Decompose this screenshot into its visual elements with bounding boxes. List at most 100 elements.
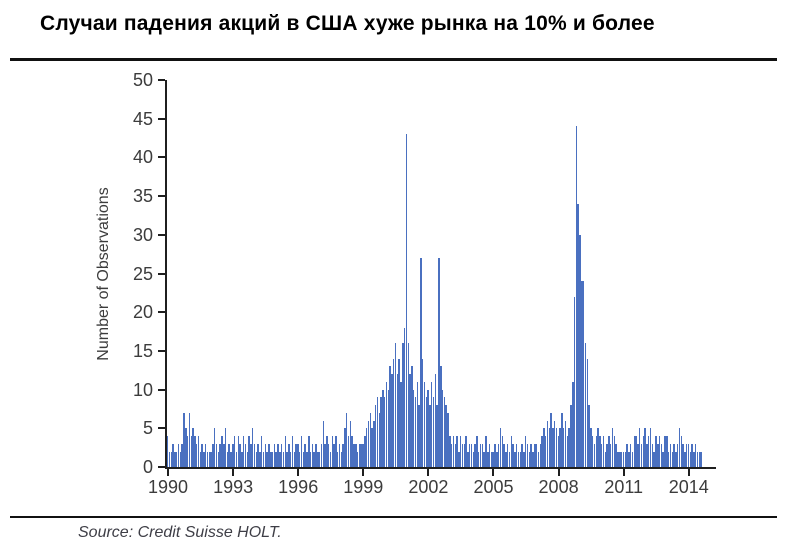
bar bbox=[582, 281, 585, 467]
bar bbox=[210, 451, 212, 467]
x-axis-tick-label: 1999 bbox=[343, 477, 384, 497]
bar bbox=[288, 443, 290, 467]
bar bbox=[680, 436, 682, 467]
bar bbox=[445, 405, 447, 467]
bar bbox=[248, 436, 250, 467]
bar bbox=[279, 451, 281, 467]
bar bbox=[217, 451, 220, 467]
bar bbox=[655, 436, 657, 467]
bar bbox=[487, 451, 489, 467]
x-axis-tick bbox=[687, 469, 690, 476]
y-axis-tick-label: 35 bbox=[132, 186, 153, 207]
bar bbox=[626, 443, 628, 467]
bar bbox=[177, 443, 180, 467]
bar bbox=[204, 443, 207, 467]
bar bbox=[289, 451, 292, 467]
bar bbox=[483, 451, 485, 467]
bar bbox=[494, 443, 496, 467]
bar bbox=[653, 451, 655, 467]
bar bbox=[472, 451, 475, 467]
bar bbox=[270, 451, 272, 467]
bar bbox=[257, 443, 259, 467]
bar bbox=[223, 443, 225, 467]
bar bbox=[664, 436, 666, 467]
x-axis-tick-label: 2005 bbox=[473, 477, 514, 497]
bar bbox=[338, 443, 341, 467]
bar bbox=[514, 451, 516, 467]
bar bbox=[394, 343, 397, 467]
bar bbox=[203, 451, 205, 467]
bar bbox=[456, 436, 458, 467]
bar bbox=[700, 451, 702, 467]
bar bbox=[671, 451, 673, 467]
bar bbox=[657, 443, 659, 467]
bar bbox=[246, 451, 249, 467]
bar bbox=[624, 451, 626, 467]
bar bbox=[575, 126, 578, 467]
bar bbox=[331, 436, 333, 467]
bar bbox=[588, 405, 590, 467]
bar bbox=[651, 443, 654, 467]
y-axis-tick-label: 50 bbox=[132, 70, 153, 90]
bar bbox=[695, 443, 697, 467]
bar bbox=[675, 451, 677, 467]
y-axis-tick bbox=[158, 117, 165, 120]
bar bbox=[470, 443, 473, 467]
bar bbox=[195, 443, 198, 467]
bar bbox=[371, 428, 373, 467]
bar bbox=[468, 443, 471, 467]
bar bbox=[573, 296, 576, 467]
bar bbox=[333, 443, 335, 467]
y-axis-tick-label: 45 bbox=[132, 108, 153, 129]
bar bbox=[530, 443, 532, 467]
bar bbox=[215, 443, 218, 467]
bar bbox=[308, 436, 310, 467]
bar bbox=[241, 451, 243, 467]
bar bbox=[356, 451, 359, 467]
bar bbox=[179, 451, 182, 467]
bar bbox=[590, 428, 592, 467]
bar bbox=[510, 436, 513, 467]
bar bbox=[431, 381, 433, 467]
bar bbox=[458, 451, 460, 467]
x-axis-tick bbox=[232, 469, 235, 476]
bar bbox=[535, 443, 538, 467]
bar bbox=[355, 443, 357, 467]
y-axis-tick-label: 5 bbox=[142, 418, 153, 439]
y-axis-tick bbox=[158, 388, 165, 391]
bar bbox=[271, 451, 274, 467]
bar bbox=[235, 451, 238, 467]
x-axis-tick bbox=[297, 469, 300, 476]
bar bbox=[387, 389, 390, 467]
bar bbox=[546, 420, 549, 467]
bar bbox=[517, 451, 520, 467]
bar bbox=[611, 428, 614, 467]
bar bbox=[465, 436, 467, 467]
x-axis-tick-label: 1990 bbox=[147, 477, 189, 497]
bar bbox=[523, 451, 525, 467]
bar bbox=[414, 397, 417, 467]
bar bbox=[512, 443, 514, 467]
bar bbox=[275, 451, 277, 467]
bar bbox=[364, 436, 366, 467]
bar bbox=[497, 443, 500, 467]
bar bbox=[255, 451, 258, 467]
bar bbox=[380, 397, 382, 467]
bar bbox=[615, 443, 617, 467]
bar bbox=[622, 451, 625, 467]
bar bbox=[336, 451, 339, 467]
y-axis-tick-label: 0 bbox=[142, 457, 153, 477]
bar bbox=[550, 412, 552, 467]
bar bbox=[698, 451, 701, 467]
bar bbox=[662, 451, 664, 467]
bar bbox=[644, 428, 646, 467]
bar bbox=[432, 397, 435, 467]
bar bbox=[696, 451, 699, 467]
bar bbox=[190, 436, 192, 467]
bar bbox=[499, 428, 502, 467]
bar bbox=[685, 443, 688, 467]
bar bbox=[461, 443, 464, 467]
bar bbox=[300, 436, 303, 467]
bar bbox=[259, 451, 261, 467]
bar bbox=[185, 428, 187, 467]
